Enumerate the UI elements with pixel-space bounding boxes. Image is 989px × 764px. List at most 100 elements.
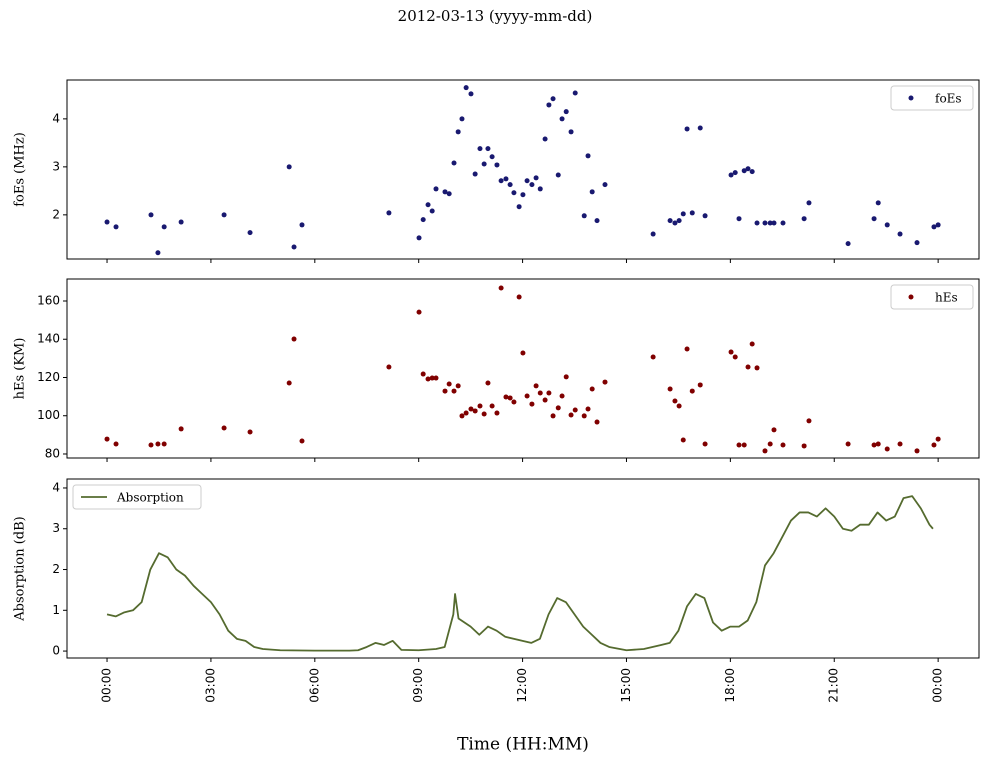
point <box>771 220 777 226</box>
point <box>806 200 812 206</box>
point <box>425 376 431 382</box>
point <box>477 146 483 152</box>
point <box>749 341 755 347</box>
point <box>702 441 708 447</box>
point <box>555 405 561 411</box>
point <box>697 382 703 388</box>
y-tick-label: 160 <box>37 293 60 307</box>
point <box>602 379 608 385</box>
line <box>106 495 934 652</box>
point <box>780 220 786 226</box>
point <box>155 441 161 447</box>
point <box>897 441 903 447</box>
point <box>935 436 941 442</box>
point <box>507 182 513 188</box>
point <box>745 364 751 370</box>
x-axis-label: Time (HH:MM) <box>457 735 589 755</box>
y-tick-label: 3 <box>52 521 60 535</box>
plot-frame <box>66 79 980 260</box>
point <box>533 383 539 389</box>
point <box>155 250 161 256</box>
y-tick-label: 1 <box>52 603 60 617</box>
point <box>520 350 526 356</box>
point <box>650 231 656 237</box>
point <box>732 170 738 176</box>
plot-frame <box>66 278 980 459</box>
point <box>503 394 509 400</box>
point <box>533 175 539 181</box>
point <box>650 354 656 360</box>
point <box>485 380 491 386</box>
point <box>529 182 535 188</box>
point <box>559 393 565 399</box>
x-tick-label: 12:00 <box>515 668 529 703</box>
point <box>148 212 154 218</box>
x-tick-label: 00:00 <box>100 668 114 703</box>
figure-title: 2012-03-13 (yyyy-mm-dd) <box>398 7 593 25</box>
point <box>762 220 768 226</box>
point <box>732 354 738 360</box>
point <box>550 413 556 419</box>
point <box>178 219 184 225</box>
point <box>871 216 877 222</box>
point <box>429 208 435 214</box>
point <box>161 224 167 230</box>
point <box>572 90 578 96</box>
point <box>498 285 504 291</box>
point <box>550 96 556 102</box>
point <box>935 222 941 228</box>
point <box>767 441 773 447</box>
point <box>736 216 742 222</box>
y-tick-label: 2 <box>52 207 60 221</box>
point <box>767 220 773 226</box>
point <box>845 441 851 447</box>
y-tick-label: 2 <box>52 562 60 576</box>
x-tick-label: 00:00 <box>931 668 945 703</box>
legend-label: Absorption <box>116 491 184 505</box>
point <box>416 309 422 315</box>
point <box>546 390 552 396</box>
point <box>507 395 513 401</box>
point <box>589 386 595 392</box>
point <box>178 426 184 432</box>
legend-swatch <box>908 95 914 101</box>
x-tick-label: 06:00 <box>307 668 321 703</box>
point <box>555 172 561 178</box>
y-tick-label: 120 <box>37 370 60 384</box>
point <box>451 388 457 394</box>
point <box>667 386 673 392</box>
point <box>563 374 569 380</box>
point <box>689 210 695 216</box>
point <box>684 346 690 352</box>
point <box>511 190 517 196</box>
point <box>524 178 530 184</box>
point <box>468 91 474 97</box>
legend-label: hEs <box>935 291 958 305</box>
point <box>542 136 548 142</box>
point <box>801 443 807 449</box>
point <box>468 406 474 412</box>
point <box>477 403 483 409</box>
point <box>537 186 543 192</box>
legend-box <box>890 85 974 111</box>
y-tick-label: 4 <box>52 480 60 494</box>
point <box>221 425 227 431</box>
point <box>594 419 600 425</box>
point <box>875 441 881 447</box>
point <box>516 204 522 210</box>
point <box>667 218 673 224</box>
point <box>459 413 465 419</box>
legend-label: foEs <box>935 92 962 106</box>
point <box>425 202 431 208</box>
point <box>247 429 253 435</box>
point <box>736 442 742 448</box>
point <box>702 213 708 219</box>
point <box>104 436 110 442</box>
point <box>585 153 591 159</box>
point <box>581 413 587 419</box>
y-tick-label: 100 <box>37 408 60 422</box>
point <box>568 412 574 418</box>
point <box>762 448 768 454</box>
point <box>520 192 526 198</box>
